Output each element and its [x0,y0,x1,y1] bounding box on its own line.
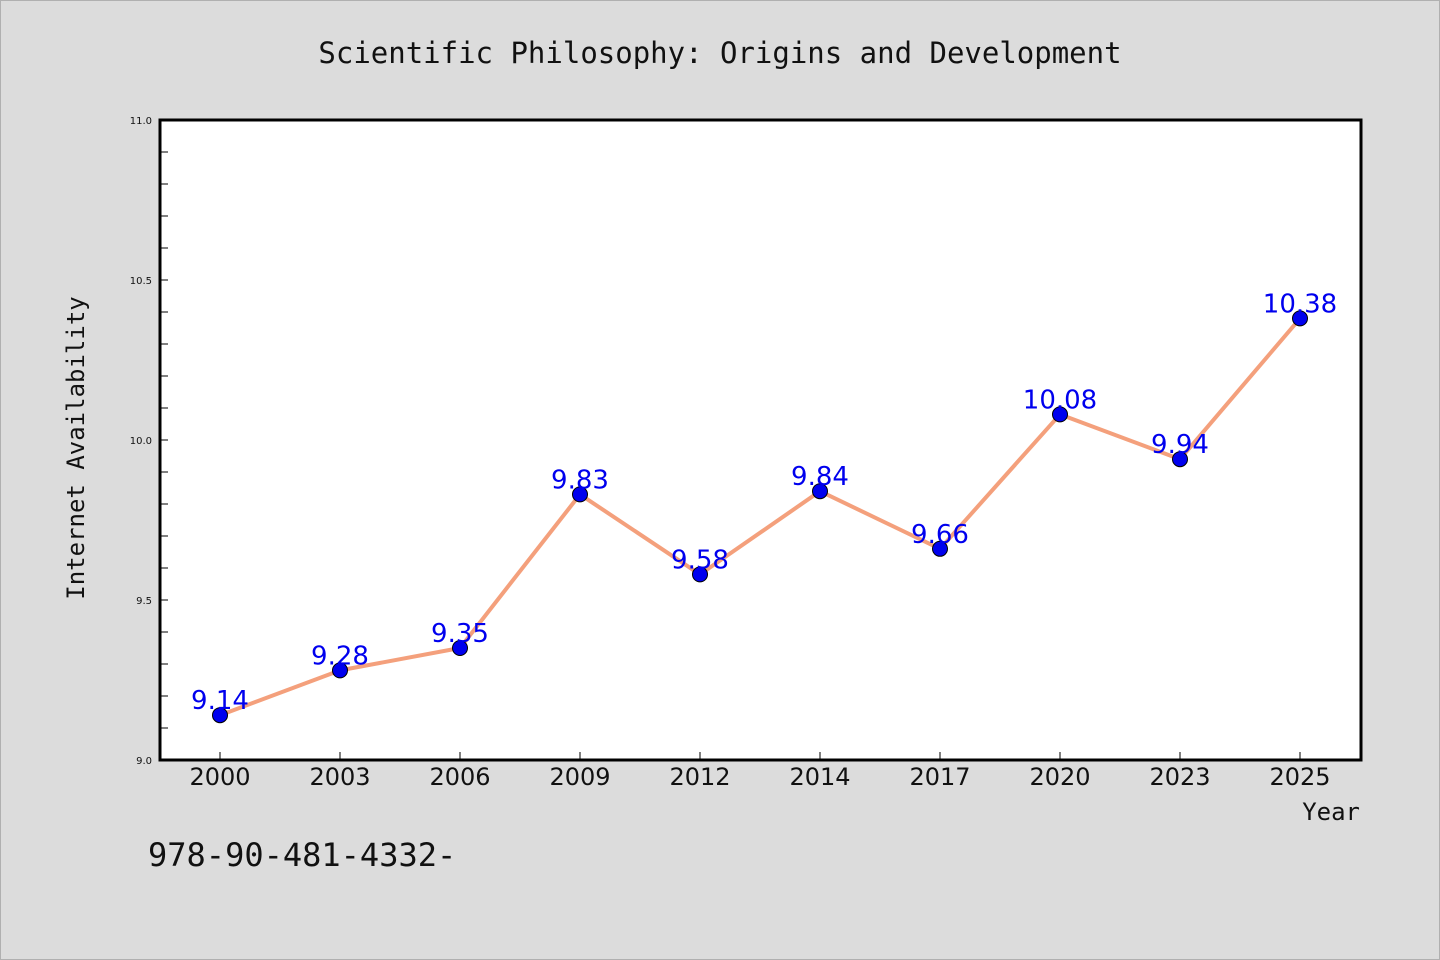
y-axis-label: Internet Availability [62,296,90,599]
x-tick-label: 2006 [429,763,490,791]
data-label: 9.83 [551,465,609,495]
data-point [452,640,468,656]
data-label: 10.08 [1023,385,1097,415]
data-label: 9.66 [911,520,969,550]
data-point [1172,451,1188,468]
data-point [812,483,828,500]
y-tick-label: 10.0 [130,436,152,447]
x-tick-label: 2012 [669,763,730,791]
data-label: 9.28 [311,641,369,671]
data-point [692,566,708,583]
data-point [212,707,228,724]
plot-area [160,120,1361,760]
plot-border [158,118,1363,762]
footer-code: 978-90-481-4332- [148,836,456,874]
y-tick-label: 9.0 [136,756,152,767]
y-tick-label: 10.5 [130,276,152,287]
chart-title: Scientific Philosophy: Origins and Devel… [318,36,1121,70]
x-tick-label: 2020 [1029,763,1090,791]
data-label: 9.14 [191,686,249,716]
data-points [212,310,1308,724]
x-axis-ticks: 2000 2003 2006 2009 2012 2014 2017 2020 2023 2025 [189,752,1331,791]
data-label: 9.84 [791,462,849,492]
x-axis-label: Year [1302,798,1360,826]
data-point [332,662,348,679]
x-tick-label: 2025 [1269,763,1330,791]
x-tick-label: 2014 [789,763,850,791]
data-point [1052,406,1068,423]
x-tick-label: 2003 [309,763,370,791]
data-label: 9.94 [1151,430,1209,460]
data-label: 9.58 [671,545,729,575]
y-tick-label: 9.5 [136,596,152,607]
x-tick-label: 2009 [549,763,610,791]
data-point [932,540,948,557]
data-label: 9.35 [431,619,489,649]
x-tick-label: 2000 [189,763,250,791]
series-line [219,317,1302,718]
data-label: 10.38 [1263,289,1337,319]
data-point [1292,310,1308,327]
x-tick-label: 2017 [909,763,970,791]
data-labels: 9.14 9.28 9.35 9.83 9.58 9.84 9.66 10.08 9.94 10.… [191,289,1337,716]
y-tick-label: 11.0 [130,116,152,127]
x-tick-label: 2023 [1149,763,1210,791]
data-point [572,486,588,503]
